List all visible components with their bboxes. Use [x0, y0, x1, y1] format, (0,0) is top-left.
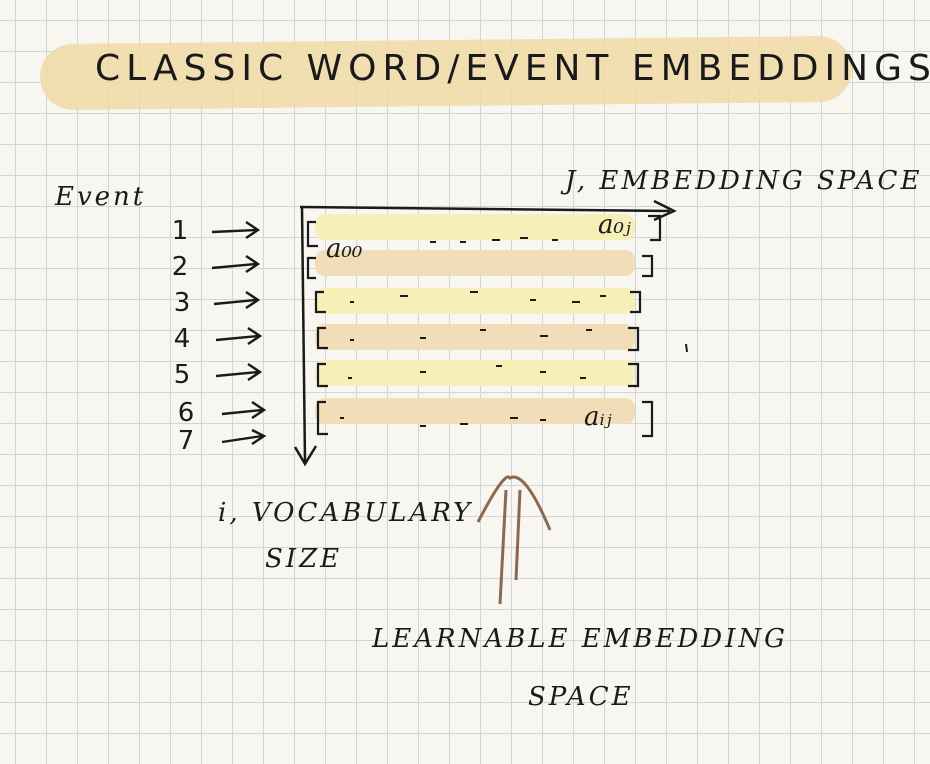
row-dashes — [340, 237, 606, 427]
row-index: 4 — [173, 324, 191, 354]
j-axis-line — [299, 205, 671, 213]
event-arrows — [211, 221, 267, 445]
matrix-row-band — [315, 360, 635, 386]
i-axis-label-size: SIZE — [265, 544, 343, 574]
row-index: 1 — [171, 216, 189, 246]
learnable-label: LEARNABLE EMBEDDING — [372, 624, 788, 654]
stray-mark — [685, 343, 688, 353]
matrix-row-band — [315, 324, 635, 350]
left-brackets — [306, 220, 328, 436]
matrix-row-band — [315, 214, 635, 240]
matrix-row-band — [315, 250, 635, 276]
j-axis-label: J, EMBEDDING SPACE — [565, 166, 923, 196]
event-label: Event — [55, 182, 147, 212]
learnable-arrow — [476, 475, 552, 605]
page-title: CLASSIC WORD/EVENT EMBEDDINGS — [95, 48, 930, 89]
row-index: 5 — [173, 360, 191, 390]
row-index: 6 — [177, 398, 195, 428]
matrix-row-band — [315, 398, 635, 424]
row-index: 7 — [177, 426, 195, 456]
i-axis-line — [300, 206, 307, 463]
i-axis-arrowhead — [293, 445, 318, 467]
right-brackets — [628, 214, 662, 438]
cell-a00: a₀₀ — [326, 234, 363, 264]
i-axis-label: i, VOCABULARY — [218, 498, 474, 528]
cell-a0j: a₀ⱼ — [598, 210, 631, 240]
learnable-label-space: SPACE — [528, 682, 634, 712]
row-index: 2 — [171, 252, 189, 282]
row-index: 3 — [173, 288, 191, 318]
cell-aij: aᵢⱼ — [584, 402, 612, 432]
